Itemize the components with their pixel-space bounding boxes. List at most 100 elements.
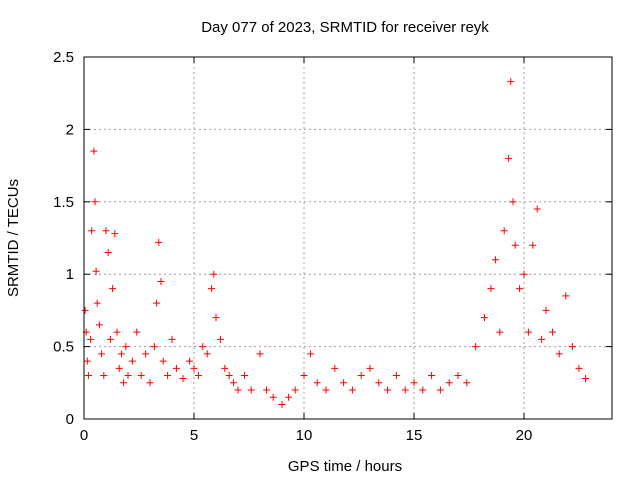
data-point — [248, 387, 255, 394]
data-point — [226, 372, 233, 379]
data-point — [100, 372, 107, 379]
data-point — [437, 387, 444, 394]
data-point — [534, 206, 541, 213]
data-point — [367, 365, 374, 372]
data-point — [521, 271, 528, 278]
x-tick-label: 10 — [296, 427, 313, 444]
data-point — [213, 314, 220, 321]
data-point — [221, 365, 228, 372]
data-point — [323, 387, 330, 394]
data-point — [88, 227, 95, 234]
data-point — [569, 343, 576, 350]
data-point — [210, 271, 217, 278]
data-point — [103, 227, 110, 234]
data-point — [116, 365, 123, 372]
data-point — [129, 358, 136, 365]
x-tick-label: 0 — [80, 427, 88, 444]
data-point — [510, 198, 517, 205]
data-point — [169, 336, 176, 343]
data-point — [307, 350, 314, 357]
data-point — [158, 278, 165, 285]
axis-ticks: 0 5 10 15 20 0 0.5 1 1.5 2 2.5 — [53, 49, 612, 444]
data-point — [125, 372, 132, 379]
data-point — [142, 350, 149, 357]
data-point — [340, 379, 347, 386]
data-point — [505, 155, 512, 162]
y-tick-label: 1.5 — [53, 194, 74, 211]
y-tick-label: 0.5 — [53, 339, 74, 356]
data-point — [107, 336, 114, 343]
data-point — [109, 285, 116, 292]
data-point — [90, 148, 97, 155]
data-point — [576, 365, 583, 372]
data-point — [301, 372, 308, 379]
data-point — [501, 227, 508, 234]
data-point — [92, 198, 99, 205]
data-point — [82, 307, 89, 314]
data-point — [331, 365, 338, 372]
data-point — [111, 230, 118, 237]
data-point — [122, 343, 129, 350]
data-point — [556, 350, 563, 357]
data-point — [538, 336, 545, 343]
data-point — [529, 242, 536, 249]
plot-frame — [84, 57, 612, 419]
data-point — [543, 307, 550, 314]
data-point — [155, 239, 162, 246]
data-point — [384, 387, 391, 394]
data-point — [263, 387, 270, 394]
data-point — [411, 379, 418, 386]
data-point — [279, 401, 286, 408]
data-point — [217, 336, 224, 343]
data-point — [164, 372, 171, 379]
data-point — [186, 358, 193, 365]
data-point — [235, 387, 242, 394]
data-point — [492, 256, 499, 263]
data-point — [114, 329, 121, 336]
data-point — [133, 329, 140, 336]
chart: Day 077 of 2023, SRMTID for receiver rey… — [0, 0, 640, 480]
data-point — [160, 358, 167, 365]
data-point — [105, 249, 112, 256]
x-tick-label: 5 — [190, 427, 198, 444]
data-point — [525, 329, 532, 336]
data-point — [93, 268, 100, 275]
data-point — [549, 329, 556, 336]
y-tick-label: 2 — [66, 121, 74, 138]
data-point — [562, 292, 569, 299]
data-points — [82, 78, 589, 408]
data-point — [285, 394, 292, 401]
data-point — [199, 343, 206, 350]
data-point — [496, 329, 503, 336]
data-point — [516, 285, 523, 292]
data-point — [455, 372, 462, 379]
data-point — [292, 387, 299, 394]
data-point — [98, 350, 105, 357]
data-point — [349, 387, 356, 394]
data-point — [151, 343, 158, 350]
data-point — [84, 358, 91, 365]
data-point — [96, 321, 103, 328]
grid — [84, 57, 612, 419]
data-point — [512, 242, 519, 249]
data-point — [582, 375, 589, 382]
data-point — [446, 379, 453, 386]
data-point — [87, 336, 94, 343]
data-point — [94, 300, 101, 307]
data-point — [138, 372, 145, 379]
y-tick-label: 1 — [66, 266, 74, 283]
data-point — [153, 300, 160, 307]
data-point — [270, 394, 277, 401]
x-axis-label: GPS time / hours — [288, 458, 402, 475]
x-tick-label: 15 — [406, 427, 423, 444]
y-tick-label: 0 — [66, 411, 74, 428]
data-point — [507, 78, 514, 85]
data-point — [428, 372, 435, 379]
data-point — [314, 379, 321, 386]
data-point — [191, 365, 198, 372]
data-point — [85, 372, 92, 379]
chart-title: Day 077 of 2023, SRMTID for receiver rey… — [201, 19, 489, 36]
y-tick-label: 2.5 — [53, 49, 74, 66]
data-point — [118, 350, 125, 357]
data-point — [463, 379, 470, 386]
